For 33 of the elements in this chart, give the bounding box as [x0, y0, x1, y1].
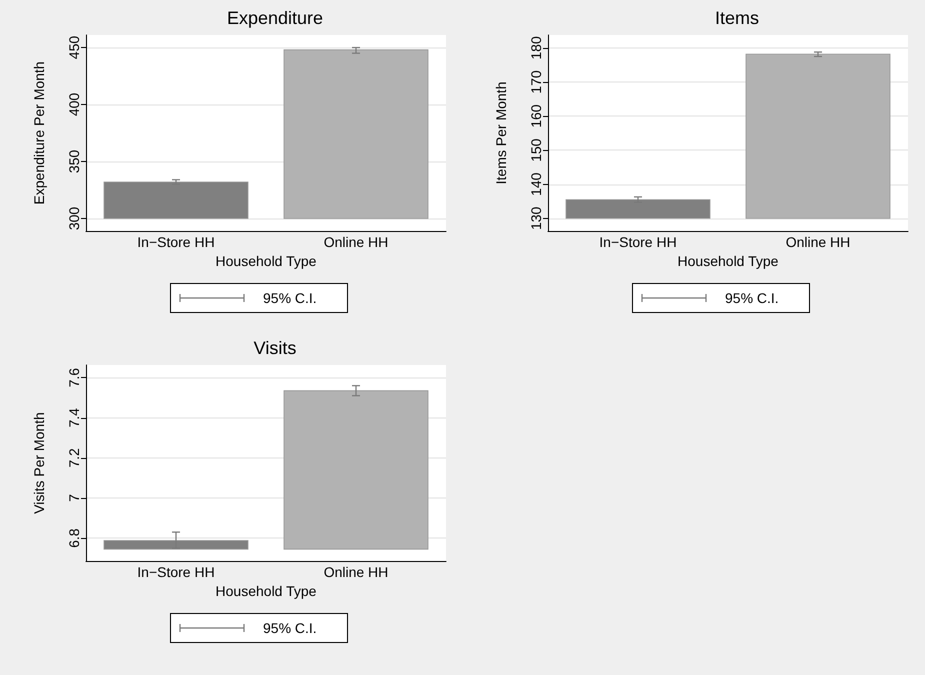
- y-axis-title: Items Per Month: [493, 82, 509, 184]
- y-tick-label: 160: [528, 104, 544, 128]
- y-tick-label: 6.8: [66, 528, 82, 548]
- x-tick-label: In−Store HH: [137, 564, 215, 580]
- chart-title: Items: [714, 8, 760, 28]
- y-tick-label: 170: [528, 70, 544, 94]
- x-axis-title: Household Type: [678, 252, 779, 269]
- chart-title: Expenditure: [226, 8, 324, 28]
- x-tick-label: Online HH: [324, 564, 388, 580]
- y-tick-label: 300: [66, 206, 82, 230]
- y-tick-label: 7.2: [66, 448, 82, 468]
- x-tick-label: In−Store HH: [599, 234, 677, 250]
- y-tick-label: 450: [66, 36, 82, 60]
- x-tick-label: Online HH: [786, 234, 850, 250]
- y-tick-label: 150: [528, 138, 544, 162]
- y-tick-label: 350: [66, 150, 82, 174]
- y-tick-label: 130: [528, 206, 544, 230]
- x-tick-label: In−Store HH: [137, 234, 215, 250]
- x-axis-title: Household Type: [216, 252, 317, 269]
- y-tick-label: 7: [66, 494, 82, 502]
- chart-title: Visits: [254, 338, 296, 358]
- legend-title: 95% C.I.: [263, 290, 317, 306]
- y-tick-label: 400: [66, 92, 82, 116]
- y-tick-label: 7.4: [66, 408, 82, 428]
- y-axis-title: Visits Per Month: [31, 412, 47, 514]
- y-tick-label: 180: [528, 36, 544, 60]
- y-axis-title: Expenditure Per Month: [31, 61, 47, 205]
- legend-title: 95% C.I.: [725, 290, 779, 306]
- y-tick-label: 7.6: [66, 368, 82, 388]
- legend-title: 95% C.I.: [263, 620, 317, 636]
- x-axis-title: Household Type: [216, 582, 317, 599]
- y-tick-label: 140: [528, 172, 544, 196]
- x-tick-label: Online HH: [324, 234, 388, 250]
